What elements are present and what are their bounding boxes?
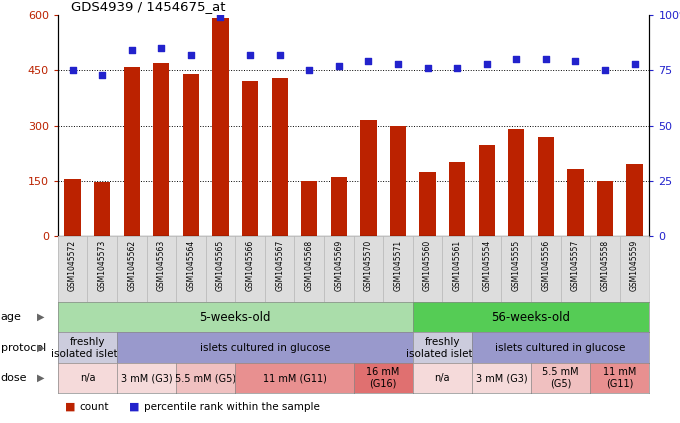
Text: freshly
isolated islets: freshly isolated islets (51, 337, 124, 359)
Text: GDS4939 / 1454675_at: GDS4939 / 1454675_at (71, 0, 226, 13)
Text: islets cultured in glucose: islets cultured in glucose (200, 343, 330, 353)
Point (67, 67, 78, 74)
Point (126, 47, 137, 54)
Point (600, 67, 611, 74)
Bar (538, 137, 554, 236)
Text: 11 mM
(G11): 11 mM (G11) (603, 367, 636, 389)
Text: GSM1045570: GSM1045570 (364, 240, 373, 291)
Point (333, 63, 344, 69)
Text: freshly
isolated islets: freshly isolated islets (406, 337, 479, 359)
Text: islets cultured in glucose: islets cultured in glucose (496, 343, 626, 353)
Text: count: count (80, 402, 109, 412)
Text: 5.5 mM
(G5): 5.5 mM (G5) (543, 367, 579, 389)
Text: GSM1045565: GSM1045565 (216, 240, 225, 291)
Bar (124, 66, 140, 236)
Text: 3 mM (G3): 3 mM (G3) (121, 373, 172, 383)
Text: GSM1045572: GSM1045572 (68, 240, 77, 291)
Text: GSM1045559: GSM1045559 (630, 240, 639, 291)
Bar (360, 120, 377, 236)
Point (215, 14, 226, 20)
Text: 11 mM (G11): 11 mM (G11) (262, 373, 326, 383)
Bar (508, 129, 524, 236)
Bar (330, 177, 347, 236)
Text: GSM1045560: GSM1045560 (423, 240, 432, 291)
Point (452, 65, 462, 71)
Text: protocol: protocol (1, 343, 46, 353)
Text: n/a: n/a (435, 373, 450, 383)
Bar (153, 63, 169, 236)
Point (629, 60, 640, 67)
Text: GSM1045557: GSM1045557 (571, 240, 580, 291)
Bar (420, 172, 436, 236)
Text: GSM1045554: GSM1045554 (482, 240, 491, 291)
Text: GSM1045569: GSM1045569 (335, 240, 343, 291)
Text: GSM1045555: GSM1045555 (512, 240, 521, 291)
Text: GSM1045571: GSM1045571 (394, 240, 403, 291)
Text: ■: ■ (65, 402, 75, 412)
Bar (94, 182, 110, 236)
Point (363, 58, 374, 65)
Text: GSM1045563: GSM1045563 (157, 240, 166, 291)
Bar (212, 19, 228, 236)
Point (97, 71, 107, 78)
Text: 16 mM
(G16): 16 mM (G16) (367, 367, 400, 389)
Bar (183, 74, 199, 236)
Text: GSM1045564: GSM1045564 (186, 240, 195, 291)
Text: GSM1045566: GSM1045566 (245, 240, 254, 291)
Bar (65, 179, 81, 236)
Point (392, 60, 403, 67)
Bar (597, 181, 613, 236)
Point (245, 51, 256, 58)
Text: n/a: n/a (80, 373, 95, 383)
Text: ▶: ▶ (37, 373, 45, 383)
Bar (390, 126, 406, 236)
Text: GSM1045568: GSM1045568 (305, 240, 313, 291)
Bar (449, 162, 465, 236)
Text: dose: dose (1, 373, 27, 383)
Text: GSM1045558: GSM1045558 (600, 240, 609, 291)
Point (186, 51, 197, 58)
Bar (301, 181, 318, 236)
Bar (479, 145, 495, 236)
Text: age: age (1, 312, 22, 322)
Text: ▶: ▶ (37, 312, 45, 322)
Text: 3 mM (G3): 3 mM (G3) (476, 373, 527, 383)
Point (511, 56, 522, 63)
Text: 5.5 mM (G5): 5.5 mM (G5) (175, 373, 236, 383)
Point (304, 67, 315, 74)
Text: 56-weeks-old: 56-weeks-old (492, 311, 571, 324)
Text: ■: ■ (129, 402, 139, 412)
Text: GSM1045562: GSM1045562 (127, 240, 136, 291)
Text: GSM1045556: GSM1045556 (541, 240, 550, 291)
Bar (626, 165, 643, 236)
Text: ▶: ▶ (37, 343, 45, 353)
Point (156, 45, 167, 52)
Text: GSM1045561: GSM1045561 (453, 240, 462, 291)
Point (570, 58, 581, 65)
Point (541, 56, 551, 63)
Point (274, 51, 285, 58)
Text: 5-weeks-old: 5-weeks-old (199, 311, 271, 324)
Bar (567, 169, 583, 236)
Text: GSM1045573: GSM1045573 (98, 240, 107, 291)
Text: GSM1045567: GSM1045567 (275, 240, 284, 291)
Text: percentile rank within the sample: percentile rank within the sample (144, 402, 320, 412)
Bar (242, 81, 258, 236)
Point (481, 60, 492, 67)
Point (422, 65, 433, 71)
Bar (271, 77, 288, 236)
